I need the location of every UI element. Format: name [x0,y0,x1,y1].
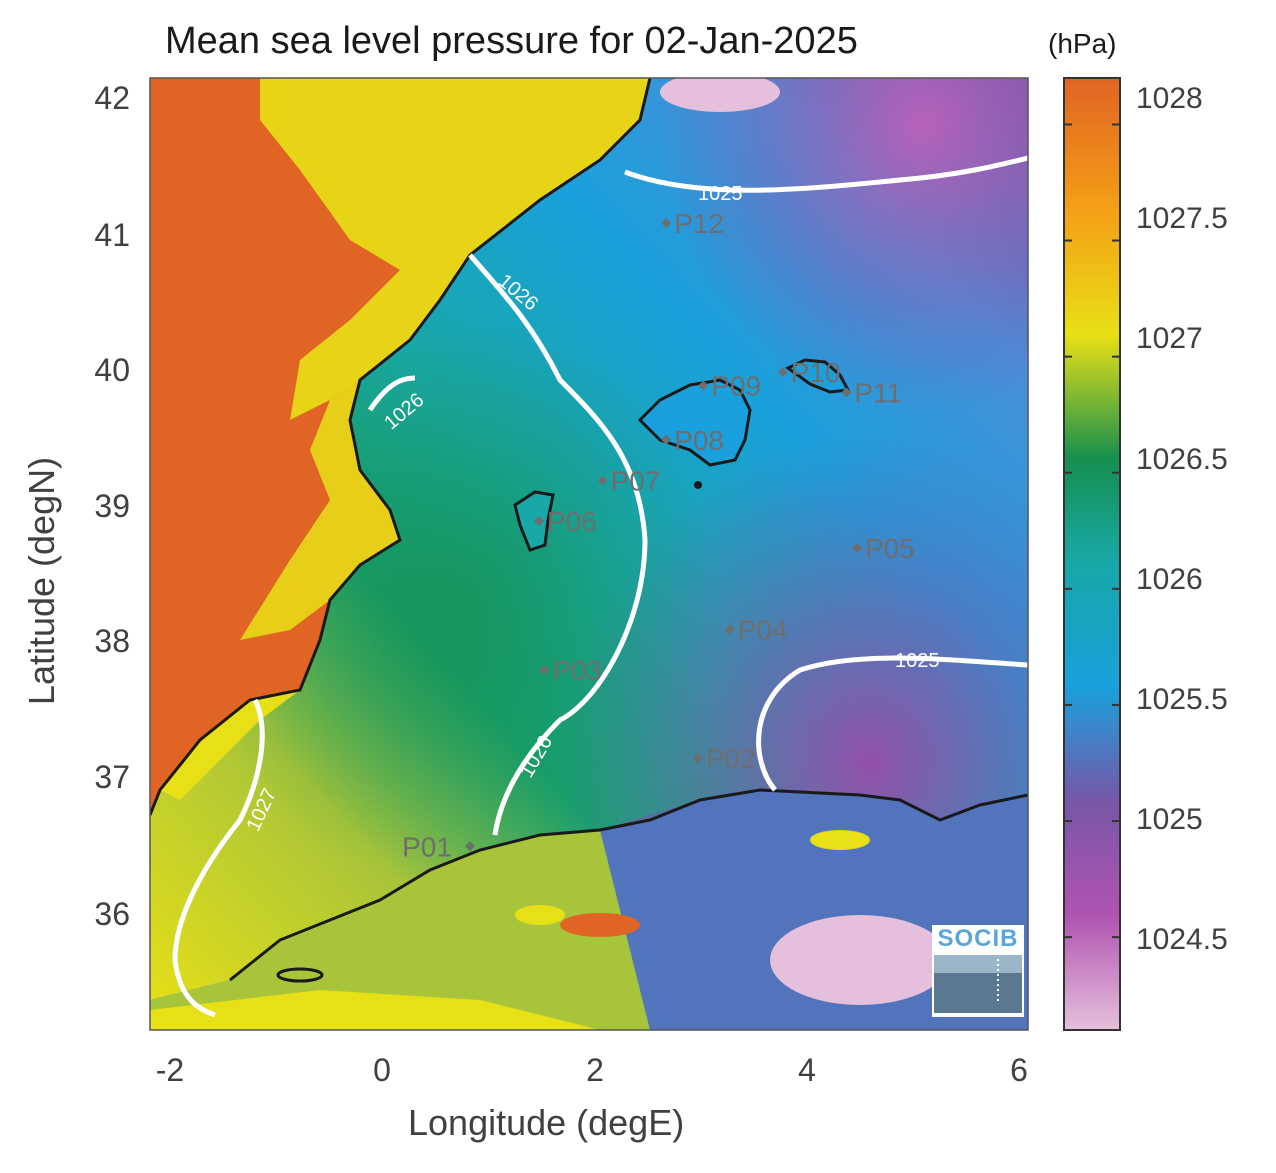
x-tick: -2 [155,1052,185,1088]
y-tick: 36 [94,896,130,932]
station-label: P11 [854,377,902,408]
socib-logo: SOCIB [932,925,1024,1017]
iberia-coastline [150,78,652,816]
station-label: P07 [611,465,661,496]
colorbar-tick: 1025.5 [1136,683,1228,716]
station-label: P03 [552,655,602,686]
colorbar-tick: 1024.5 [1136,923,1228,956]
station-marker [465,841,476,852]
station-marker [724,624,735,635]
chart-title: Mean sea level pressure for 02-Jan-2025 [165,20,858,62]
y-tick: 42 [94,80,130,116]
station-label: P05 [865,533,915,564]
y-tick: 40 [94,352,130,388]
station-marker [693,753,703,764]
colorbar-tick: 1026.5 [1136,443,1228,476]
station-marker [597,475,608,486]
colorbar-tick: 1027.5 [1136,202,1228,235]
colorbar-tick: 1028 [1136,82,1203,115]
y-tick: 41 [94,217,130,253]
station-label: P02 [706,743,756,774]
colorbar-tick: 1027 [1136,322,1203,355]
contour-label: 1025 [895,650,940,672]
station-label: P06 [547,506,597,537]
colorbar [1063,77,1121,1031]
station-label: P12 [674,208,724,239]
station-marker [534,516,544,527]
x-tick: 0 [373,1052,391,1088]
isobars [172,155,1028,1018]
station-label: P09 [711,371,761,402]
y-tick: 39 [94,488,130,524]
africa-coastline [229,788,1028,982]
ibiza [513,490,555,552]
station-marker [661,434,672,445]
contour-label: 1025 [698,183,743,205]
station-label: P08 [674,425,724,456]
station-marker [698,380,709,391]
colorbar-tick: 1025 [1136,803,1203,836]
x-axis-label: Longitude (degE) [408,1102,685,1143]
mallorca [637,378,752,467]
x-tick: 6 [1010,1052,1028,1088]
logo-text: SOCIB [937,925,1019,952]
station-marker [841,387,852,398]
station-markers: P01 P02 P03 P04 P05 P06 P07 P08 P09 P10 P11 P12 [402,208,915,862]
colorbar-unit: (hPa) [1048,28,1117,59]
x-tick: 4 [798,1052,816,1088]
plot-frame [149,77,1029,1031]
station-marker [852,543,862,554]
menorca [785,358,851,394]
y-axis-label: Latitude (degN) [21,456,62,706]
station-label: P10 [791,357,841,388]
x-tick: 2 [586,1052,604,1088]
y-tick: 37 [94,759,130,795]
station-label: P04 [738,614,788,645]
station-marker [661,217,672,228]
station-marker [539,665,550,676]
station-label: P01 [402,831,452,862]
station-marker [777,367,788,377]
colorbar-tick: 1026 [1136,563,1203,596]
y-tick: 38 [94,623,130,659]
